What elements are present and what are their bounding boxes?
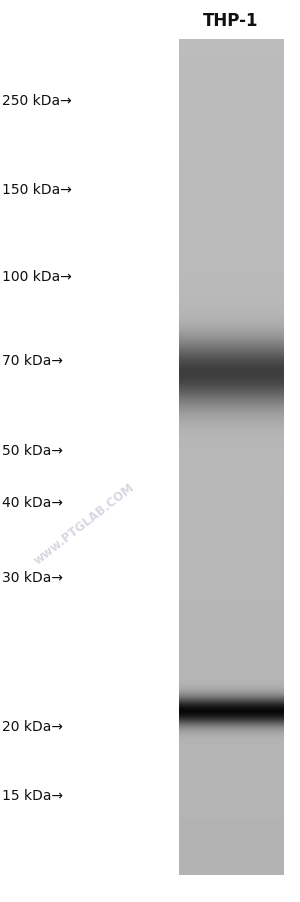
Text: 20 kDa→: 20 kDa→: [2, 719, 62, 733]
Text: 100 kDa→: 100 kDa→: [2, 270, 71, 284]
Text: THP-1: THP-1: [203, 12, 259, 30]
Text: 30 kDa→: 30 kDa→: [2, 570, 62, 584]
Text: 15 kDa→: 15 kDa→: [2, 788, 63, 803]
Text: 250 kDa→: 250 kDa→: [2, 94, 71, 108]
Text: 40 kDa→: 40 kDa→: [2, 495, 62, 510]
Text: www.PTGLAB.COM: www.PTGLAB.COM: [31, 480, 137, 566]
Text: 150 kDa→: 150 kDa→: [2, 182, 71, 197]
Text: 50 kDa→: 50 kDa→: [2, 444, 62, 458]
Text: 70 kDa→: 70 kDa→: [2, 354, 62, 368]
